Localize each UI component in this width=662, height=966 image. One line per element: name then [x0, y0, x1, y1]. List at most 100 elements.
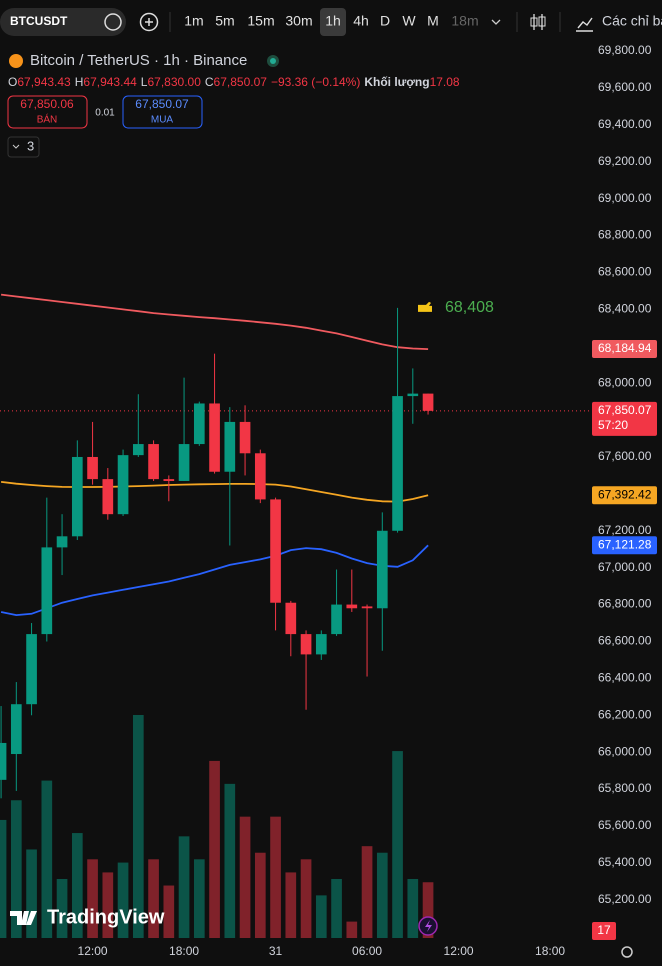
candle-body — [376, 530, 388, 609]
legend-volume: 17.08 — [430, 75, 460, 89]
legend-c: 67,850.07 — [214, 75, 268, 89]
buy-label[interactable]: MUA — [151, 115, 174, 126]
interval[interactable]: 30m — [285, 13, 312, 29]
x-tick-label: 12:00 — [78, 944, 108, 958]
candle-body — [300, 634, 312, 655]
buy-price[interactable]: 67,850.07 — [135, 97, 189, 111]
y-tick-label: 68,600.00 — [598, 265, 652, 279]
candle-body — [117, 455, 129, 515]
volume-bar — [422, 882, 434, 938]
volume-bar — [193, 859, 205, 938]
last-price-tag — [592, 401, 657, 436]
volume-bar — [315, 895, 327, 938]
volume-bar — [148, 859, 159, 938]
volume-bar — [209, 760, 220, 938]
y-tick-label: 65,600.00 — [598, 818, 652, 832]
candle-icon-body — [530, 17, 538, 27]
moving-average — [0, 293, 429, 350]
candle-body — [346, 604, 358, 609]
y-tick-label: 66,600.00 — [598, 634, 652, 648]
y-tick-label: 69,200.00 — [598, 154, 652, 168]
volume-bar — [361, 846, 373, 938]
legend-o: 67,943.43 — [17, 75, 71, 89]
interval-chevron[interactable] — [491, 19, 501, 25]
volume-bar — [407, 878, 419, 938]
volume-bar — [300, 859, 312, 938]
y-tick-label: 65,800.00 — [598, 781, 652, 795]
sell-button[interactable] — [7, 95, 88, 129]
y-tick-label: 65,200.00 — [598, 892, 652, 906]
indicator-toggle[interactable] — [7, 136, 40, 158]
interval[interactable]: 1m — [184, 13, 203, 29]
coin-icon — [9, 54, 23, 68]
volume-tag-label: 17 — [597, 923, 611, 937]
volume-bar — [41, 780, 53, 938]
interval[interactable]: 15m — [247, 13, 274, 29]
indicator-icon[interactable] — [576, 17, 593, 32]
quantity: 0.01 — [95, 108, 115, 119]
volume-bar — [26, 849, 37, 938]
interval[interactable]: 1h — [325, 13, 341, 29]
candle-body — [56, 536, 68, 548]
candle-body — [331, 604, 342, 635]
price-tag-label: 67,392.42 — [598, 487, 652, 501]
y-tick-label: 69,000.00 — [598, 191, 652, 205]
settings[interactable] — [621, 946, 633, 958]
interval[interactable]: 5m — [215, 13, 234, 29]
interval[interactable]: M — [427, 13, 439, 29]
y-tick-label: 67,000.00 — [598, 560, 652, 574]
volume-bar — [285, 872, 297, 938]
volume-bar — [87, 859, 98, 938]
candle-icon-body — [538, 16, 546, 27]
candle-body — [224, 421, 236, 472]
y-tick-label: 68,400.00 — [598, 302, 652, 316]
interval[interactable]: W — [402, 13, 416, 29]
symbol-pill[interactable] — [0, 8, 126, 36]
candle-body — [178, 444, 190, 481]
status-dot — [270, 58, 276, 64]
interval[interactable]: D — [380, 13, 390, 29]
y-tick-label: 68,000.00 — [598, 375, 652, 389]
buy-button[interactable] — [122, 95, 203, 129]
price-tag-label: 68,184.94 — [598, 341, 652, 355]
x-tick-label: 06:00 — [352, 944, 382, 958]
interval[interactable]: 18m — [451, 13, 478, 29]
chevron — [12, 144, 20, 149]
add-symbol[interactable] — [139, 12, 159, 32]
x-tick-label: 12:00 — [444, 944, 474, 958]
volume-bar — [10, 800, 22, 938]
sell-price[interactable]: 67,850.06 — [20, 97, 74, 111]
volume-bar — [270, 816, 281, 938]
interval[interactable]: 4h — [353, 13, 369, 29]
y-tick-label: 69,400.00 — [598, 117, 652, 131]
high-marker-label: 68,408 — [445, 299, 494, 316]
volume-bar — [102, 872, 114, 938]
volume-tag — [592, 922, 616, 940]
countdown: 57:20 — [598, 418, 628, 432]
chart-title: Bitcoin / TetherUS · 1h · Binance — [30, 52, 247, 69]
volume-bar — [254, 852, 266, 938]
indicator-count[interactable]: 3 — [27, 138, 34, 153]
volume-bar — [224, 783, 236, 938]
candle-body — [270, 499, 281, 603]
y-tick-label: 65,400.00 — [598, 855, 652, 869]
y-tick-label: 66,200.00 — [598, 707, 652, 721]
plus — [145, 18, 153, 26]
volume-bar — [376, 852, 388, 938]
indicators-button[interactable]: Các chỉ bá — [602, 13, 662, 29]
interval-selected — [320, 8, 346, 36]
candle-body — [285, 602, 297, 635]
sell-label[interactable]: BÁN — [37, 113, 58, 126]
symbol-icon — [104, 13, 122, 31]
volume-bar — [56, 878, 68, 938]
price-tag — [592, 486, 657, 505]
candle-body — [239, 421, 251, 454]
symbol[interactable]: BTCUSDT — [10, 14, 68, 28]
candle-body — [163, 479, 175, 481]
candle-body — [71, 456, 83, 537]
y-tick-label: 69,600.00 — [598, 80, 652, 94]
price-tag — [592, 536, 657, 555]
candle-body — [193, 403, 205, 445]
y-tick-label: 67,600.00 — [598, 449, 652, 463]
